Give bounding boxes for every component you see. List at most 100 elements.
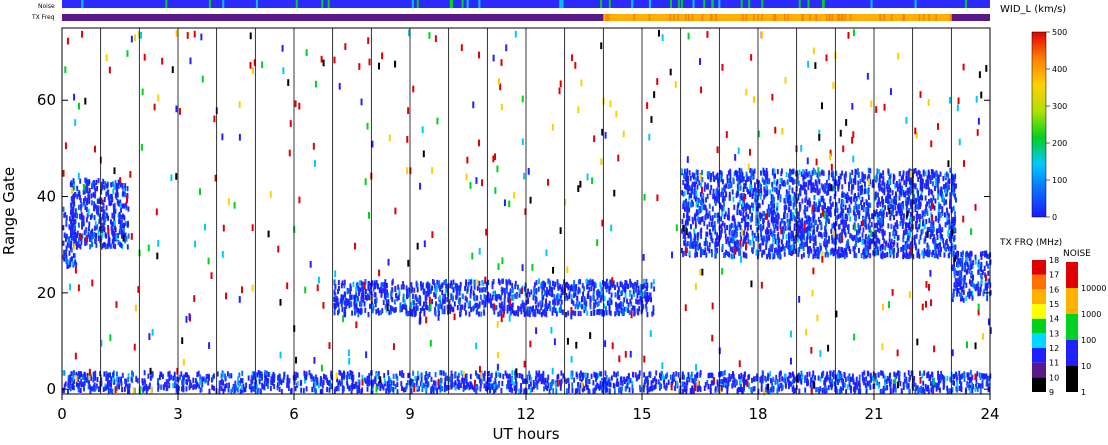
- echo-cell: [386, 292, 389, 298]
- echo-cell: [902, 237, 905, 243]
- echo-cell: [608, 297, 611, 303]
- echo-cell: [708, 242, 711, 248]
- txfreq-band-tick: [606, 14, 608, 21]
- echo-cell: [901, 223, 904, 229]
- echo-cell: [975, 378, 978, 384]
- echo-cell: [766, 174, 769, 180]
- echo-cell: [766, 230, 769, 236]
- echo-cell: [721, 205, 724, 211]
- echo-cell: [348, 303, 351, 309]
- noise-band-label: Noise: [38, 3, 55, 10]
- echo-cell: [934, 216, 937, 222]
- echo-cell: [817, 190, 820, 196]
- echo-cell: [726, 388, 729, 394]
- txfreq-band-tick: [669, 14, 672, 21]
- echo-cell: [452, 307, 455, 313]
- echo-cell: [729, 246, 732, 252]
- echo-cell: [422, 288, 425, 294]
- echo-cell: [242, 387, 245, 393]
- echo-cell: [627, 302, 630, 308]
- echo-cell: [782, 181, 785, 187]
- echo-cell: [572, 284, 575, 290]
- echo-cell: [439, 387, 442, 393]
- echo-cell: [858, 374, 861, 380]
- echo-cell: [885, 379, 888, 385]
- echo-cell: [736, 183, 739, 189]
- echo-cell: [118, 380, 120, 386]
- echo-cell: [815, 251, 818, 258]
- echo-cell: [346, 300, 349, 306]
- echo-cell: [278, 380, 280, 386]
- echo-cell: [91, 213, 94, 219]
- echo-cell: [85, 240, 88, 246]
- echo-cell: [854, 168, 857, 175]
- echo-cell: [961, 287, 964, 293]
- echo-cell: [553, 293, 556, 300]
- echo-cell: [66, 258, 68, 264]
- echo-cell: [799, 374, 802, 381]
- echo-cell: [851, 235, 854, 242]
- echo-cell: [853, 252, 856, 258]
- echo-cell: [120, 376, 123, 382]
- echo-cell: [761, 199, 764, 205]
- echo-cell: [752, 174, 755, 180]
- echo-cell: [725, 192, 728, 198]
- echo-cell: [941, 227, 944, 233]
- echo-cell: [682, 213, 685, 219]
- echo-cell: [788, 244, 790, 251]
- echo-cell: [760, 382, 763, 388]
- echo-cell: [421, 305, 424, 311]
- echo-cell: [435, 301, 437, 307]
- echo-cell: [620, 308, 623, 314]
- echo-cell: [526, 378, 529, 384]
- echo-cell: [860, 253, 863, 259]
- echo-cell: [343, 283, 346, 289]
- echo-cell: [859, 185, 861, 191]
- echo-cell: [806, 381, 808, 387]
- echo-cell: [843, 220, 846, 226]
- txfreq-band-tick: [825, 14, 828, 21]
- echo-cell: [369, 303, 372, 309]
- echo-cell: [881, 208, 883, 214]
- echo-cell: [842, 208, 845, 214]
- echo-cell: [69, 181, 72, 188]
- echo-cell: [794, 376, 797, 382]
- echo-cell: [958, 385, 961, 391]
- echo-cell: [750, 168, 753, 174]
- echo-cell: [218, 380, 221, 386]
- echo-cell: [348, 373, 351, 380]
- echo-cell: [527, 288, 530, 294]
- echo-cell: [919, 185, 922, 191]
- echo-cell: [463, 378, 466, 384]
- echo-cell: [463, 305, 466, 311]
- echo-cell: [871, 231, 874, 237]
- echo-cell: [895, 372, 898, 378]
- echo-cell: [894, 183, 897, 189]
- echo-cell: [844, 249, 847, 256]
- echo-cell: [252, 375, 255, 381]
- echo-cell: [750, 185, 753, 191]
- echo-cell: [449, 283, 452, 289]
- echo-cell: [586, 310, 589, 316]
- echo-cell: [979, 286, 982, 292]
- echo-cell: [855, 235, 858, 241]
- echo-cell: [865, 206, 868, 213]
- echo-cell: [928, 375, 931, 382]
- echo-cell: [426, 291, 429, 297]
- echo-cell: [686, 185, 689, 191]
- echo-cell: [790, 250, 793, 257]
- echo-cell: [452, 287, 455, 293]
- echo-cell: [384, 279, 387, 285]
- echo-cell: [941, 197, 944, 203]
- echo-cell: [433, 291, 436, 298]
- echo-cell: [845, 213, 848, 219]
- echo-cell: [71, 383, 74, 389]
- echo-cell: [863, 202, 866, 208]
- echo-cell: [622, 301, 625, 308]
- echo-cell: [352, 374, 355, 380]
- echo-cell: [919, 180, 922, 186]
- echo-cell: [635, 287, 638, 293]
- echo-cell: [361, 286, 364, 293]
- echo-cell: [694, 241, 697, 247]
- echo-cell: [385, 282, 388, 289]
